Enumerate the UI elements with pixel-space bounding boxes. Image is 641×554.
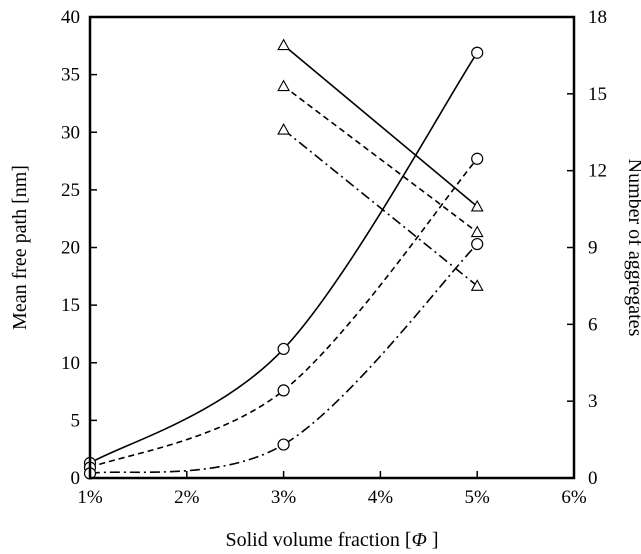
x-axis-label-symbol: Φ [412, 529, 427, 551]
data-point-triangle [277, 38, 291, 51]
data-point-triangle [470, 199, 484, 212]
left-axis-ticks: 0 5 10 15 20 25 30 35 40 [61, 7, 97, 489]
left-tick-label: 20 [61, 238, 80, 259]
x-tick-label: 1% [77, 487, 103, 508]
series-markers [83, 38, 484, 480]
data-point-circle [471, 152, 484, 165]
x-tick-label: 3% [271, 487, 297, 508]
left-tick-label: 30 [61, 122, 80, 143]
series-line-1 [89, 52, 478, 464]
plot-frame [88, 15, 576, 480]
left-tick-label: 25 [61, 180, 80, 201]
series-line-4 [283, 44, 478, 208]
right-tick-label: 15 [588, 84, 607, 105]
x-tick-label: 6% [561, 487, 587, 508]
left-tick-label: 0 [71, 468, 81, 489]
x-axis-label: Solid volume fraction [Φ ] [226, 529, 439, 551]
data-point-circle [277, 342, 290, 356]
right-tick-label: 0 [588, 468, 598, 489]
data-point-circle [471, 46, 484, 59]
x-axis-ticks: 1% 2% 3% 4% 5% 6% [77, 471, 587, 508]
left-tick-label: 15 [61, 295, 80, 316]
series-line-2 [89, 158, 478, 469]
data-point-circle [277, 438, 290, 451]
y-axis-right-label: Number of aggregates [624, 159, 641, 337]
x-tick-label: 4% [368, 487, 394, 508]
series-line-5 [283, 85, 478, 233]
left-tick-label: 35 [61, 65, 80, 86]
y-axis-left-label: Mean free path [nm] [9, 165, 31, 330]
left-tick-label: 10 [61, 353, 80, 374]
x-axis-label-text: Solid volume fraction [ [226, 529, 412, 551]
series-lines [89, 44, 478, 475]
right-tick-label: 6 [588, 314, 598, 335]
data-point-triangle [470, 225, 484, 238]
right-tick-label: 12 [588, 161, 607, 182]
x-axis-label-suffix: ] [427, 529, 439, 551]
data-point-circle [471, 237, 484, 251]
series-line-6 [283, 129, 478, 287]
right-tick-label: 3 [588, 391, 598, 412]
data-point-triangle [277, 123, 291, 135]
left-tick-label: 40 [61, 7, 80, 28]
data-point-circle [277, 384, 290, 397]
left-tick-label: 5 [71, 410, 81, 431]
right-tick-label: 18 [588, 7, 607, 28]
x-tick-label: 2% [174, 487, 200, 508]
data-point-triangle [277, 79, 291, 92]
x-tick-label: 5% [465, 487, 491, 508]
right-tick-label: 9 [588, 238, 598, 259]
data-point-triangle [470, 279, 484, 291]
